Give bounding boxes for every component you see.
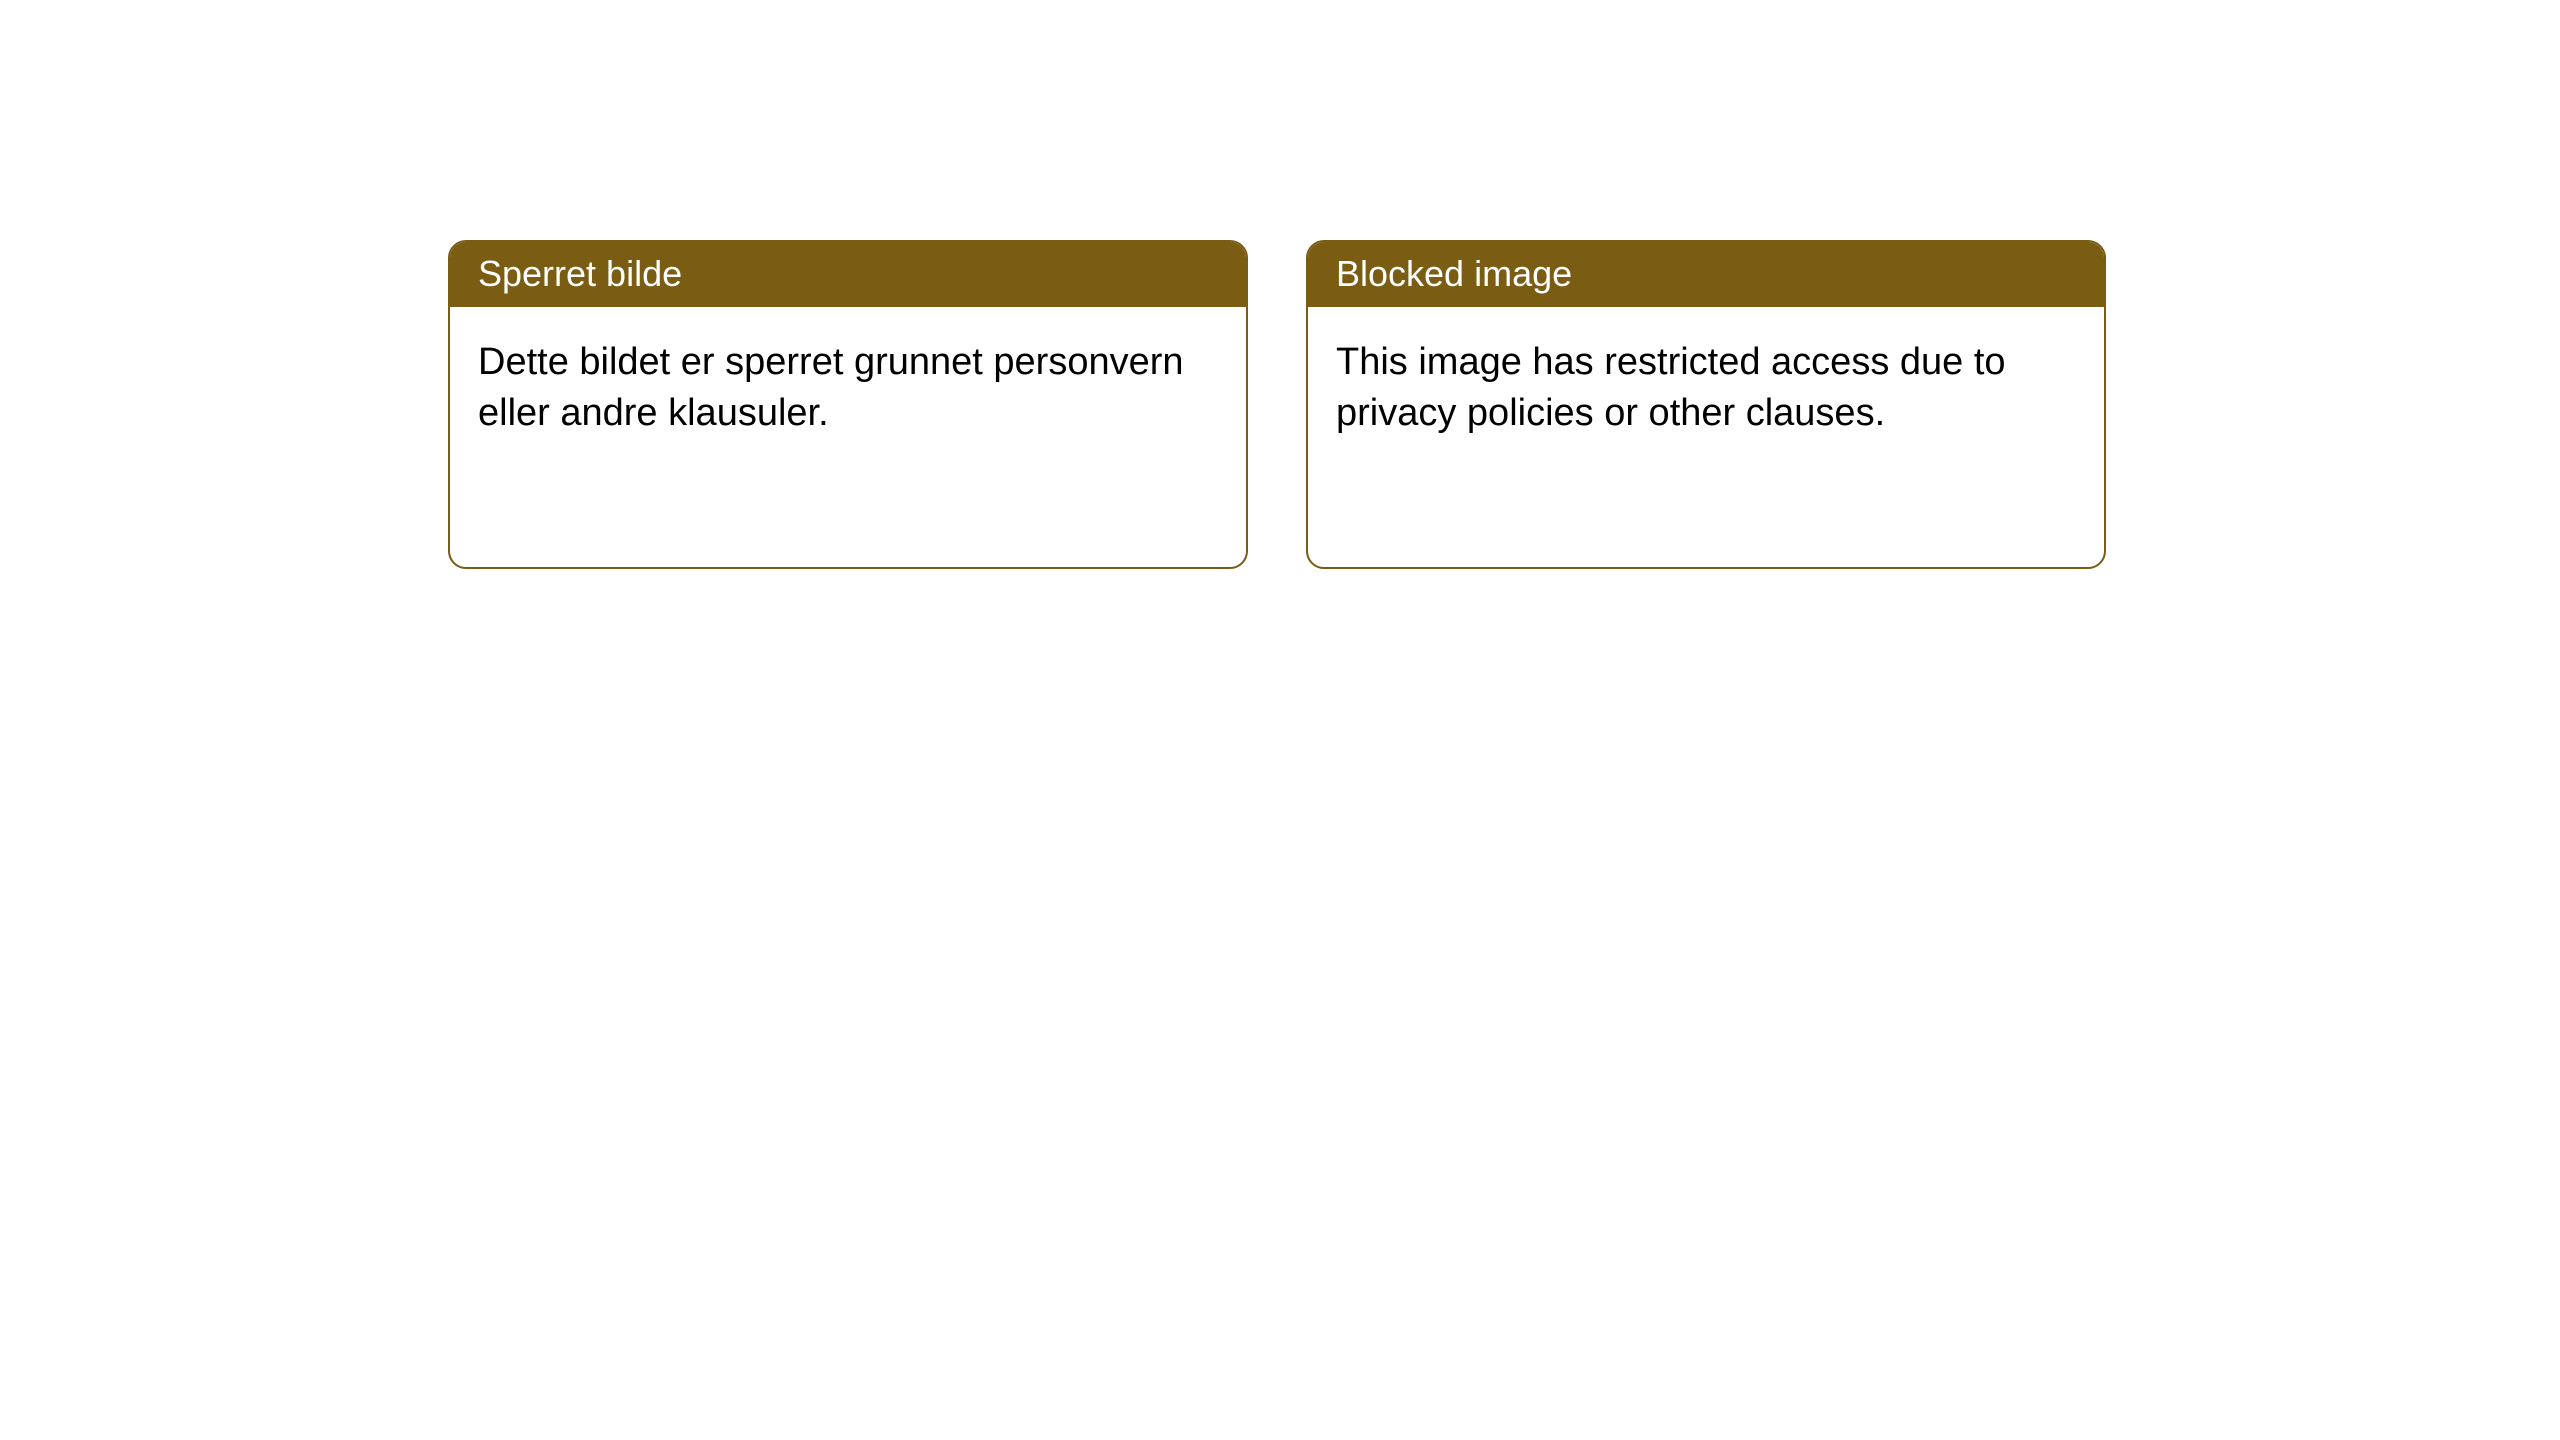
notice-card-english: Blocked image This image has restricted … — [1306, 240, 2106, 569]
notice-card-norwegian: Sperret bilde Dette bildet er sperret gr… — [448, 240, 1248, 569]
card-message: Dette bildet er sperret grunnet personve… — [478, 341, 1184, 434]
card-body: Dette bildet er sperret grunnet personve… — [450, 307, 1246, 567]
card-message: This image has restricted access due to … — [1336, 341, 2006, 434]
card-header: Sperret bilde — [450, 242, 1246, 307]
card-title: Blocked image — [1336, 253, 1572, 294]
card-body: This image has restricted access due to … — [1308, 307, 2104, 567]
notice-container: Sperret bilde Dette bildet er sperret gr… — [448, 240, 2106, 569]
card-header: Blocked image — [1308, 242, 2104, 307]
card-title: Sperret bilde — [478, 253, 682, 294]
